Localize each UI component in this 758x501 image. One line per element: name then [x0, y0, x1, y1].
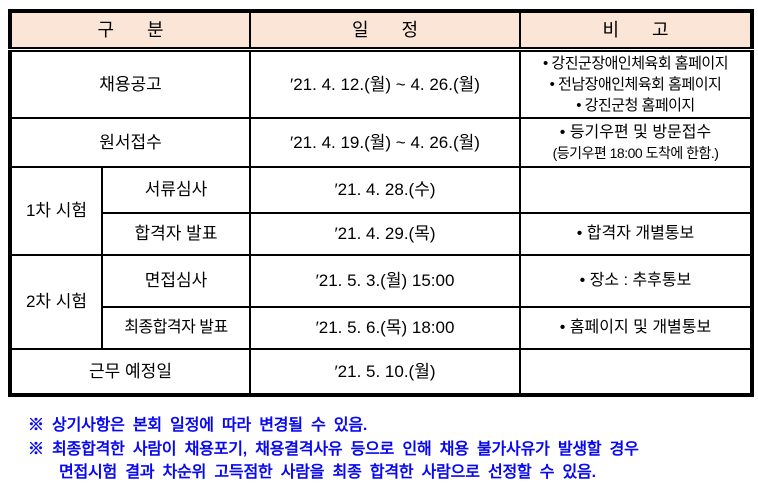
remark-line: (등기우편 18:00 도착에 한함.)	[552, 144, 719, 161]
row-doc-screening: 1차 시험 서류심사 ′21. 4. 28.(수)	[9, 166, 753, 256]
work-start-remark	[519, 348, 753, 396]
work-start-schedule: ′21. 5. 10.(월)	[249, 348, 521, 396]
remark-line: • 장소 : 추후통보	[579, 272, 692, 289]
table-header-row: 구 분 일 정 비 고	[9, 10, 753, 52]
remark-line: • 홈페이지 및 개별통보	[559, 319, 712, 336]
doc-screening-schedule: ′21. 4. 28.(수)	[249, 166, 521, 214]
pass-announcement-remark: • 합격자 개별통보	[519, 212, 753, 256]
row-pass-announcement: 합격자 발표 ′21. 4. 29.(목) • 합격자 개별통보	[10, 212, 753, 256]
header-schedule: 일 정	[249, 10, 521, 52]
work-start-label: 근무 예정일	[9, 348, 251, 396]
doc-screening-remark	[519, 166, 753, 214]
row-recruit-notice: 채용공고 ′21. 4. 12.(월) ~ 4. 26.(월) • 강진군장애인…	[9, 48, 753, 119]
note-line: ※ 상기사항은 본회 일정에 따라 변경될 수 있음.	[28, 417, 368, 434]
remark-line: • 강진군청 홈페이지	[576, 96, 695, 114]
remark-line: • 등기우편 및 방문접수	[559, 123, 712, 141]
recruit-notice-label: 채용공고	[9, 48, 251, 119]
schedule-table: 구 분 일 정 비 고 채용공고 ′21. 4. 12.(월) ~ 4. 26.…	[8, 9, 754, 397]
note-line-continuation: 면접시험 결과 차순위 고득점한 사람을 최종 합격한 사람으로 선정할 수 있…	[59, 464, 596, 481]
interview-schedule: ′21. 5. 3.(월) 15:00	[249, 254, 521, 308]
final-announcement-schedule: ′21. 5. 6.(목) 18:00	[249, 306, 521, 350]
row-work-start: 근무 예정일 ′21. 5. 10.(월)	[9, 348, 753, 396]
remark-line: • 전남장애인체육회 홈페이지	[549, 75, 722, 93]
application-remarks: • 등기우편 및 방문접수 (등기우편 18:00 도착에 한함.)	[519, 117, 753, 168]
exam1-group-label: 1차 시험	[9, 166, 103, 256]
remark-line: • 강진군장애인체육회 홈페이지	[543, 54, 729, 72]
notes-section: ※ 상기사항은 본회 일정에 따라 변경될 수 있음. ※ 최종합격한 사람이 …	[28, 414, 744, 485]
application-label: 원서접수	[9, 117, 251, 168]
application-schedule: ′21. 4. 19.(월) ~ 4. 26.(월)	[249, 117, 521, 168]
row-final-announcement: 최종합격자 발표 ′21. 5. 6.(목) 18:00 • 홈페이지 및 개별…	[10, 306, 753, 350]
remark-line: • 합격자 개별통보	[576, 225, 695, 242]
recruit-notice-remarks: • 강진군장애인체육회 홈페이지 • 전남장애인체육회 홈페이지 • 강진군청 …	[519, 48, 753, 119]
header-remark: 비 고	[519, 10, 753, 52]
doc-screening-label: 서류심사	[101, 166, 251, 214]
final-announcement-label: 최종합격자 발표	[101, 306, 251, 350]
interview-label: 면접심사	[101, 254, 251, 308]
row-application: 원서접수 ′21. 4. 19.(월) ~ 4. 26.(월) • 등기우편 및…	[9, 117, 753, 168]
row-interview: 2차 시험 면접심사 ′21. 5. 3.(월) 15:00 • 장소 : 추후…	[9, 254, 753, 350]
final-announcement-remark: • 홈페이지 및 개별통보	[519, 306, 753, 350]
recruit-notice-schedule: ′21. 4. 12.(월) ~ 4. 26.(월)	[249, 48, 521, 119]
pass-announcement-schedule: ′21. 4. 29.(목)	[249, 212, 521, 256]
interview-remark: • 장소 : 추후통보	[519, 254, 753, 308]
pass-announcement-label: 합격자 발표	[101, 212, 251, 256]
note-line: ※ 최종합격한 사람이 채용포기, 채용결격사유 등으로 인해 채용 불가사유가…	[28, 440, 639, 458]
exam2-group-label: 2차 시험	[9, 254, 103, 350]
header-category: 구 분	[9, 10, 251, 52]
